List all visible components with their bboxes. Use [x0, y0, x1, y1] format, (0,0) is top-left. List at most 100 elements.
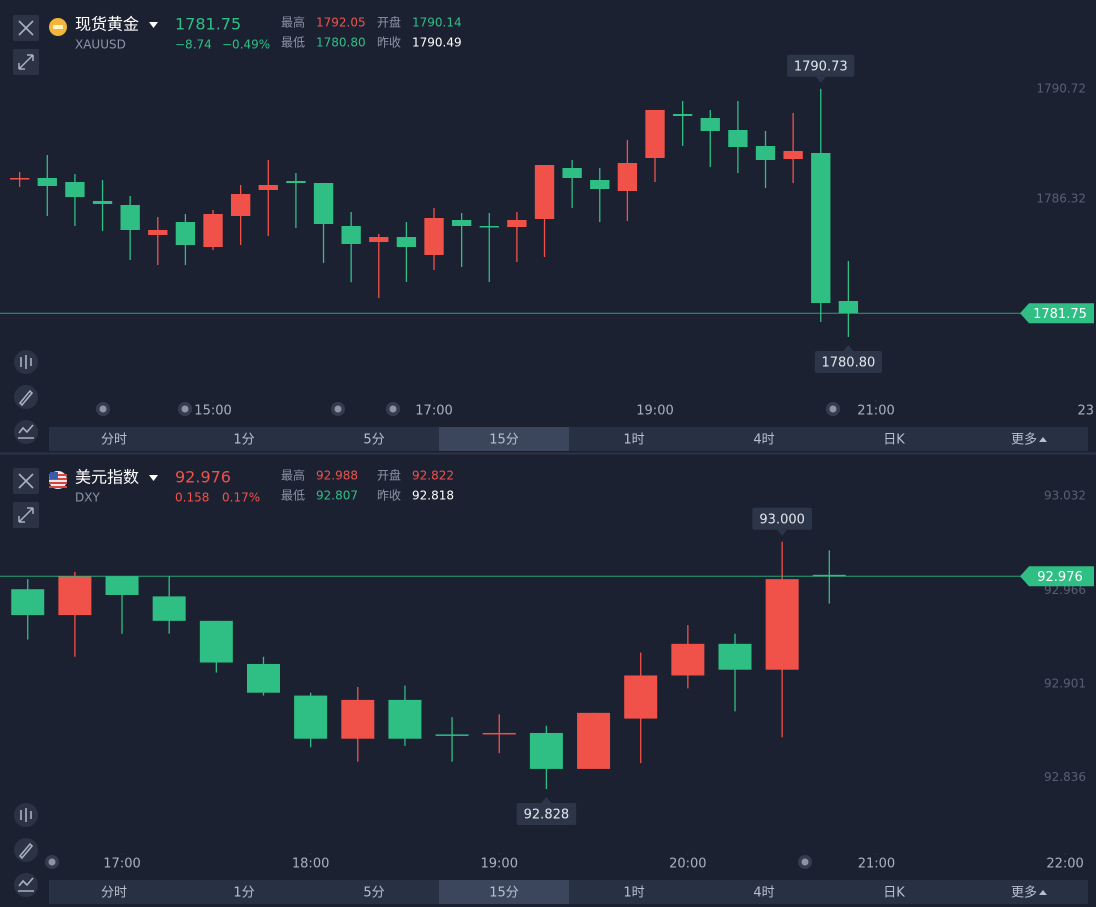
timeframe-tab[interactable]: 分时	[101, 433, 127, 448]
candle-body	[313, 183, 334, 224]
tool-icon	[18, 389, 34, 407]
candle-body	[700, 118, 720, 131]
candle-body	[812, 574, 846, 577]
x-tick-label: 18:00	[292, 857, 329, 872]
candle-body	[645, 110, 665, 158]
candle-body	[755, 146, 776, 160]
x-tick-label: 22:00	[1046, 857, 1083, 872]
price-change-pct: −0.49%	[222, 38, 270, 52]
x-tick-label: 20:00	[669, 857, 706, 872]
timeframe-tab[interactable]: 1分	[233, 886, 254, 901]
candle-body	[451, 220, 472, 226]
stat-label: 最低	[281, 489, 305, 503]
x-tick-label: 19:00	[481, 857, 518, 872]
timeframe-tab[interactable]: 1分	[233, 433, 254, 448]
timeframe-tab[interactable]: 15分	[489, 886, 519, 901]
y-tick-label: 92.966	[1044, 583, 1086, 597]
candle-body	[199, 620, 233, 663]
low-marker-pointer	[541, 797, 552, 804]
timeframe-tab[interactable]: 5分	[363, 433, 384, 448]
candle-body	[617, 163, 638, 191]
chart-panel: 现货黄金 XAUUSD 1781.75 −8.74 −0.49% 最高 1792.05 开盘 1…	[0, 0, 1096, 453]
low-marker-label: 92.828	[524, 808, 570, 823]
expand-icon	[18, 507, 34, 523]
timeframe-tab[interactable]: 分时	[101, 886, 127, 901]
symbol-dropdown[interactable]	[149, 475, 158, 481]
price-change-pct: 0.17%	[222, 491, 260, 505]
candle-body	[811, 153, 831, 303]
candle-body	[590, 180, 610, 189]
close-icon	[18, 473, 34, 489]
stat-value: 92.807	[316, 489, 358, 503]
candle-body	[479, 226, 499, 228]
candle-body	[718, 643, 752, 670]
stat-value: 92.818	[412, 489, 454, 503]
timeframe-tab[interactable]: 4时	[753, 886, 774, 901]
candle-body	[562, 168, 582, 178]
candle-body	[482, 732, 516, 735]
stat-label: 最高	[281, 468, 305, 483]
symbol-code: XAUUSD	[75, 38, 126, 52]
last-price: 92.976	[175, 468, 231, 487]
panel-background	[0, 453, 1096, 906]
event-dot-core	[48, 858, 56, 866]
low-marker-pointer	[843, 345, 854, 351]
candle-body	[838, 301, 859, 314]
event-dot-core	[801, 858, 809, 866]
stat-value: 92.988	[316, 469, 358, 483]
candle-body	[294, 695, 328, 739]
stat-label: 最高	[281, 15, 305, 30]
last-price-tag-label: 1781.75	[1033, 307, 1087, 322]
tool-icon	[20, 355, 32, 369]
panel-background	[0, 0, 1096, 453]
close-icon	[18, 20, 34, 36]
high-marker-pointer	[815, 76, 826, 83]
symbol-dropdown[interactable]	[149, 22, 158, 28]
stat-value: 1790.49	[412, 36, 462, 50]
timeframe-tab[interactable]: 日K	[883, 886, 905, 901]
last-price-tag-label: 92.976	[1037, 570, 1083, 585]
timeframe-tab[interactable]: 15分	[489, 433, 519, 448]
symbol-icon-canton	[50, 472, 58, 479]
timeframe-tab[interactable]: 5分	[363, 886, 384, 901]
timeframe-tab[interactable]: 1时	[623, 886, 644, 901]
candle-body	[120, 205, 140, 230]
stat-value: 92.822	[412, 469, 454, 483]
low-marker-box	[814, 351, 882, 373]
candle-body	[148, 230, 168, 235]
timeframe-tab[interactable]: 1时	[623, 433, 644, 448]
x-tick-label: 17:00	[415, 404, 452, 419]
candle-body	[534, 165, 555, 219]
candle-body	[37, 178, 57, 186]
chart-panel: 美元指数 DXY 92.976 0.158 0.17% 最高 92.988 开盘 92.822 最…	[0, 452, 1096, 906]
timeframe-tab[interactable]: 4时	[753, 433, 774, 448]
timeframe-tab-selected[interactable]	[439, 427, 569, 451]
candle-body	[105, 576, 139, 595]
stat-label: 开盘	[377, 468, 401, 483]
last-price-tag	[1020, 566, 1094, 587]
timeframe-tab[interactable]: 更多	[1011, 432, 1037, 448]
stat-value: 1780.80	[316, 36, 366, 50]
high-marker-box	[787, 54, 855, 77]
low-marker-label: 1780.80	[821, 356, 875, 371]
timeframe-tab[interactable]: 日K	[883, 433, 905, 448]
candle-body	[435, 734, 469, 736]
timeframe-tab[interactable]: 更多	[1011, 885, 1037, 901]
high-marker-pointer	[777, 529, 788, 536]
symbol-icon-stripe	[49, 486, 67, 488]
tool-icon	[18, 424, 34, 439]
candle-body	[783, 151, 803, 159]
candle-body	[11, 589, 45, 616]
candle-body	[388, 699, 422, 739]
symbol-title: 现货黄金	[75, 15, 139, 34]
timeframe-tab-selected[interactable]	[439, 880, 569, 904]
event-dot-core	[334, 405, 342, 413]
stat-value: 1790.14	[412, 16, 462, 30]
candle-body	[529, 732, 563, 769]
candle-body	[246, 663, 280, 693]
last-price: 1781.75	[175, 15, 241, 34]
candle-body	[507, 220, 527, 227]
candle-body	[341, 226, 361, 244]
x-tick-label: 21:00	[858, 857, 895, 872]
